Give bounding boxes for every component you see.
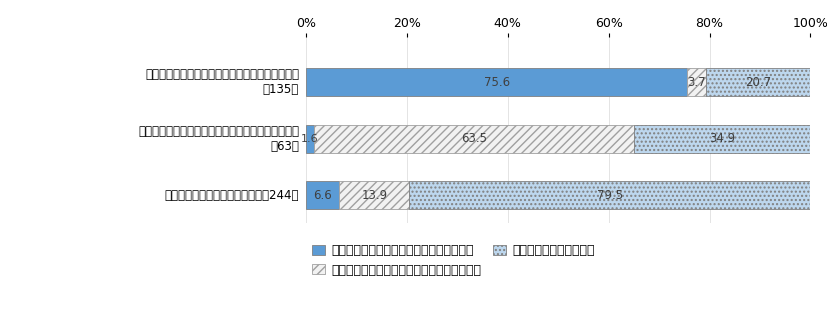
Text: 34.9: 34.9 [710, 132, 735, 145]
Bar [687, 68, 706, 96]
Bar [339, 181, 409, 209]
Bar [314, 125, 634, 153]
Bar [306, 68, 687, 96]
Bar [409, 181, 810, 209]
Bar [306, 125, 314, 153]
Bar [706, 68, 810, 96]
Text: 79.5: 79.5 [597, 188, 623, 202]
Text: 3.7: 3.7 [687, 76, 706, 89]
Legend: 健康上の問題と事件が関連していると思う, 健康上の問題と事件が関連していないと思う, 健康上の問題はなかった: 健康上の問題と事件が関連していると思う, 健康上の問題と事件が関連していないと思… [313, 244, 595, 277]
Text: 20.7: 20.7 [745, 76, 772, 89]
Text: 75.6: 75.6 [484, 76, 509, 89]
Bar [634, 125, 810, 153]
Text: 63.5: 63.5 [461, 132, 487, 145]
Text: 1.6: 1.6 [301, 134, 319, 144]
Text: 13.9: 13.9 [361, 188, 387, 202]
Text: 6.6: 6.6 [313, 188, 332, 202]
Bar [306, 181, 339, 209]
